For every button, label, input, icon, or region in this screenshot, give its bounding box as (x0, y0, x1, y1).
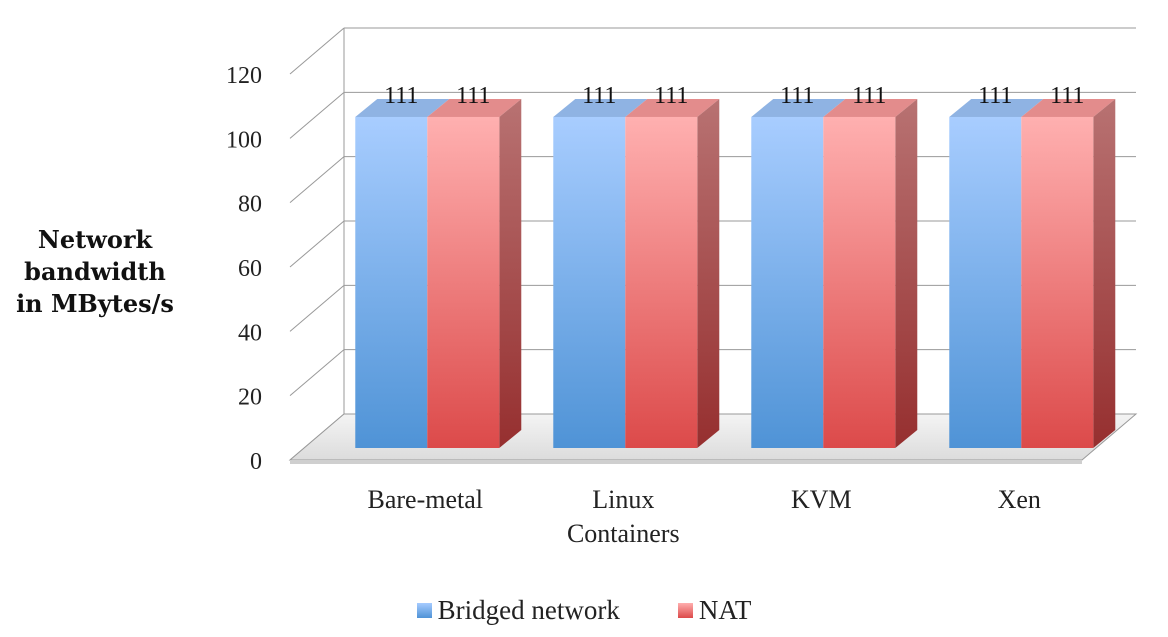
bar-kvm-bridged-network (751, 98, 846, 448)
bar-side (697, 98, 720, 448)
bar-top (823, 98, 918, 117)
x-tick-xen: Xen (998, 485, 1041, 514)
bar-xen-bridged-network (949, 98, 1044, 448)
legend: Bridged network NAT (0, 592, 1168, 628)
y-axis-label-line-2: bandwidth (24, 257, 166, 286)
bar-front (1021, 116, 1094, 448)
x-tick-bare-metal: Bare-metal (368, 485, 484, 514)
bar-top (553, 98, 648, 117)
data-label-linux-containers-nat: 111 (654, 83, 688, 109)
bar-front (427, 116, 500, 448)
legend-swatch-nat (677, 602, 693, 618)
bar-top (355, 98, 450, 117)
y-tick-0: 0 (250, 449, 262, 475)
y-axis-label: Network bandwidth in MBytes/s (0, 224, 190, 320)
bar-top (949, 98, 1044, 117)
legend-item-bridged: Bridged network (416, 594, 620, 626)
legend-label-bridged: Bridged network (437, 594, 620, 625)
bar-front (553, 116, 626, 448)
data-label-linux-containers-bridged-network: 111 (582, 83, 616, 109)
bar-side (1093, 98, 1116, 448)
data-label-bare-metal-nat: 111 (456, 83, 490, 109)
x-tick-linux-containers: Linux Containers (567, 485, 680, 548)
x-tick-kvm: KVM (791, 485, 852, 514)
y-axis-label-line-1: Network (37, 225, 153, 254)
data-label-xen-nat: 111 (1050, 83, 1084, 109)
data-label-kvm-nat: 111 (852, 83, 886, 109)
bar-linux-containers-nat (625, 98, 720, 448)
y-tick-40: 40 (238, 320, 262, 346)
gridline-100 (289, 91, 1136, 139)
y-tick-100: 100 (226, 127, 262, 153)
y-axis-label-line-3: in MBytes/s (16, 289, 174, 318)
bar-front (823, 116, 896, 448)
bar-front (751, 116, 824, 448)
bar-bare-metal-nat (427, 98, 522, 448)
y-tick-20: 20 (238, 385, 262, 411)
bar-front (949, 116, 1022, 448)
bar-top (751, 98, 846, 117)
bar-top (427, 98, 522, 117)
bar-xen-nat (1021, 98, 1116, 448)
bar-side (499, 98, 522, 448)
bar-top (625, 98, 720, 117)
bar-bare-metal-bridged-network (355, 98, 450, 448)
data-label-bare-metal-bridged-network: 111 (384, 83, 418, 109)
legend-swatch-bridged (416, 602, 432, 618)
bar-side (895, 98, 918, 448)
gridline-120 (289, 27, 1136, 75)
y-tick-120: 120 (226, 63, 262, 89)
bar-front (625, 116, 698, 448)
floor-front-edge (290, 460, 1082, 464)
legend-item-nat: NAT (677, 594, 752, 626)
data-label-kvm-bridged-network: 111 (780, 83, 814, 109)
y-tick-80: 80 (238, 192, 262, 218)
data-label-xen-bridged-network: 111 (978, 83, 1012, 109)
bar-kvm-nat (823, 98, 918, 448)
y-tick-60: 60 (238, 256, 262, 282)
legend-label-nat: NAT (698, 594, 752, 625)
bar-front (355, 116, 428, 448)
bar-top (1021, 98, 1116, 117)
bar-linux-containers-bridged-network (553, 98, 648, 448)
